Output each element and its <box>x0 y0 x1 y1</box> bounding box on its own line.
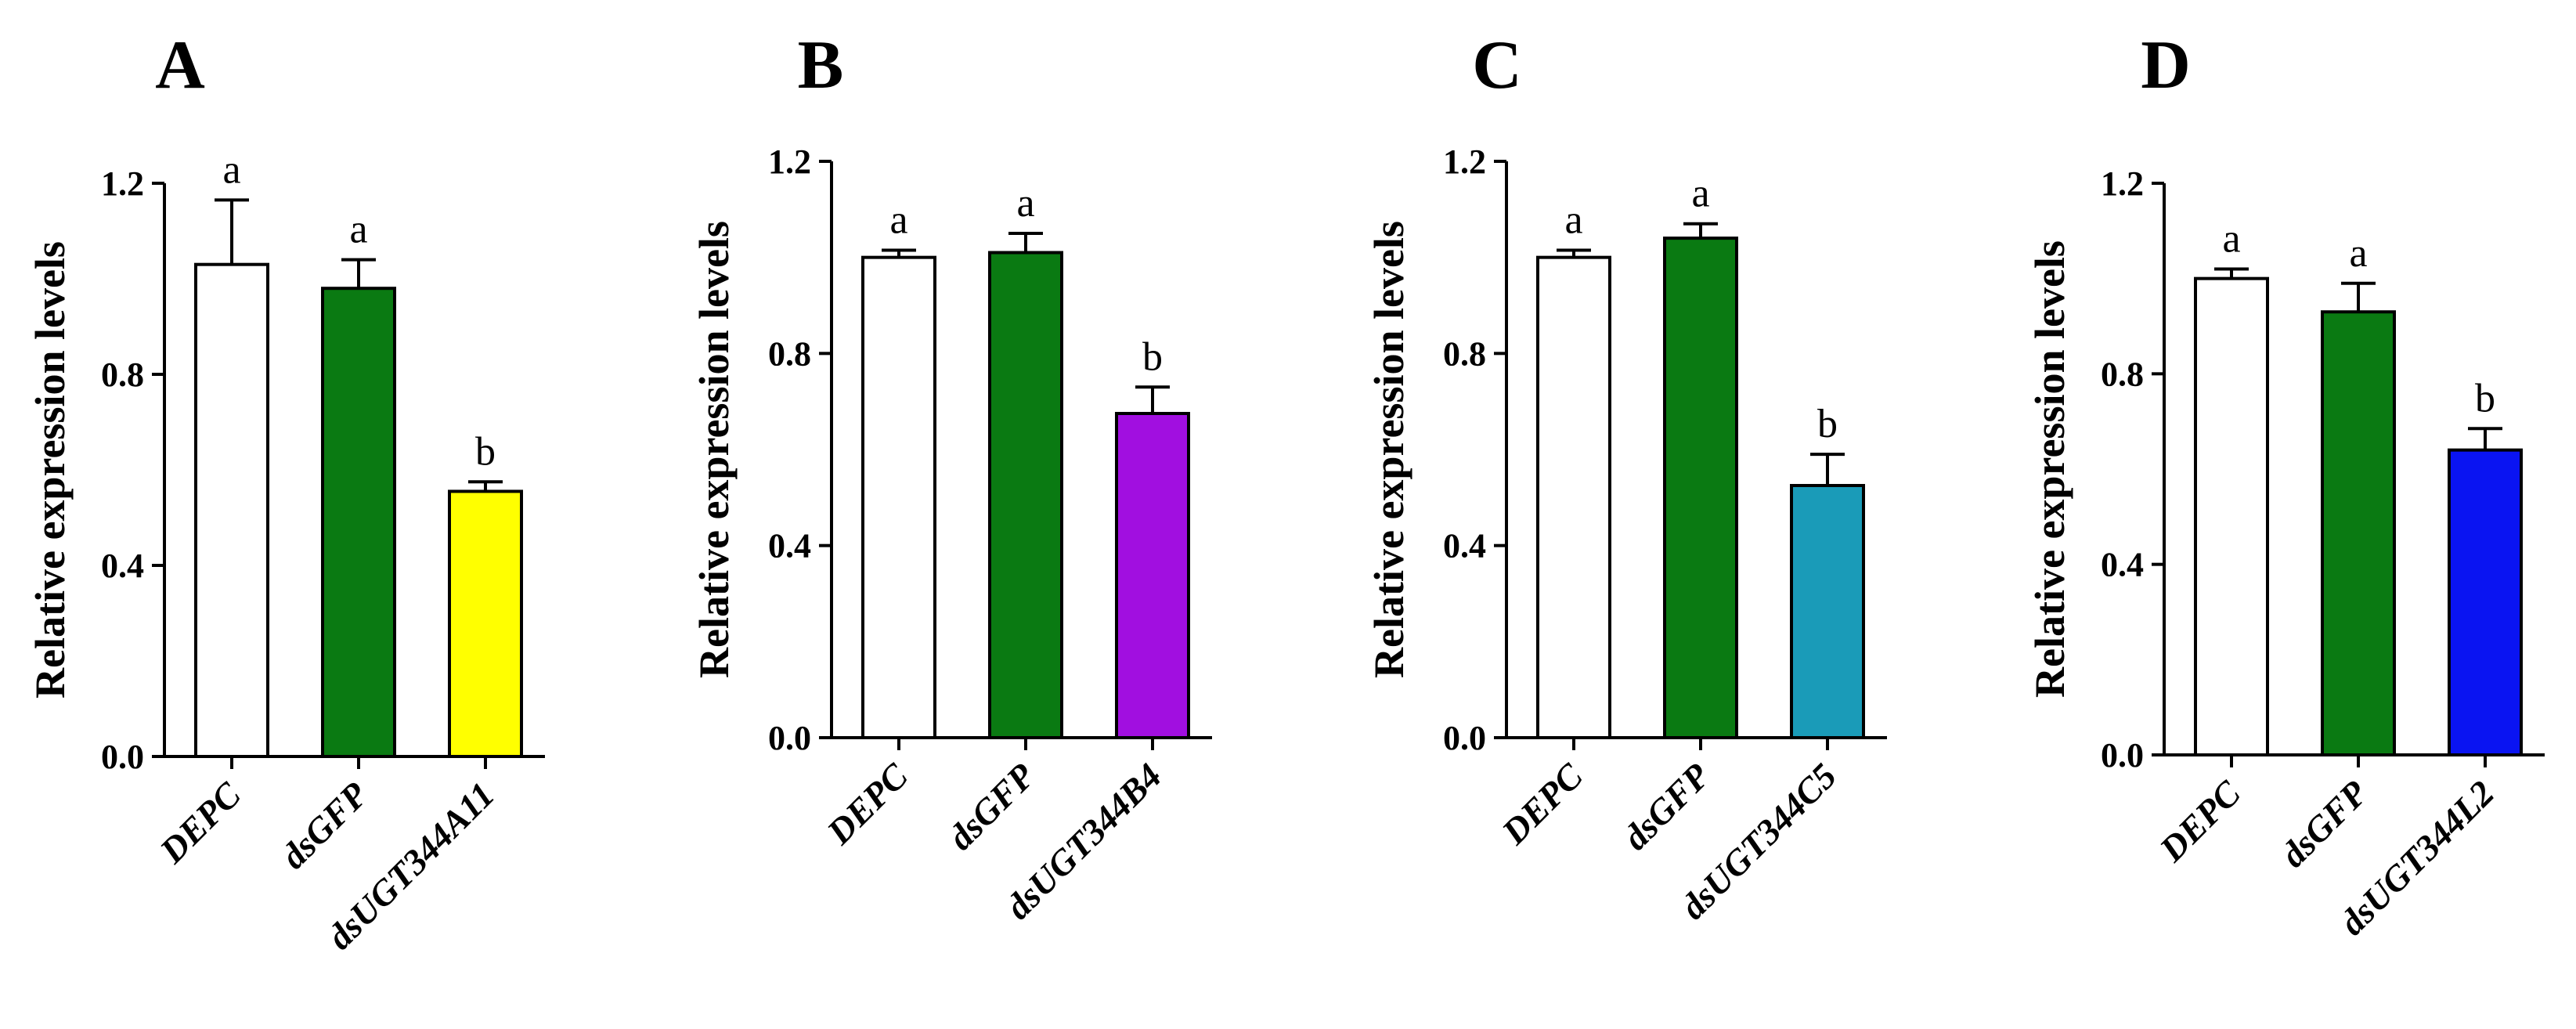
y-tick-label: 0.0 <box>768 719 811 757</box>
significance-letter: b <box>1142 334 1163 379</box>
significance-letter: b <box>2475 376 2495 421</box>
y-axis-label: Relative expression levels <box>691 221 738 678</box>
y-tick-label: 0.4 <box>768 527 811 565</box>
y-tick-label: 0.4 <box>1443 527 1486 565</box>
x-tick-label: DEPC <box>819 755 916 852</box>
significance-letter: a <box>222 147 240 192</box>
significance-letter: a <box>2222 217 2240 262</box>
y-axis-label: Relative expression levels <box>1366 221 1412 678</box>
significance-letter: a <box>1691 172 1709 216</box>
significance-letter: a <box>2349 231 2367 276</box>
y-tick-label: 0.8 <box>2101 355 2144 393</box>
bar-DEPC <box>2194 276 2269 756</box>
x-tick-label: DEPC <box>2152 772 2249 869</box>
significance-letter: a <box>889 197 907 242</box>
y-tick-label: 0.8 <box>768 334 811 373</box>
bar-DEPC <box>194 262 269 758</box>
x-tick-label: dsGFP <box>940 755 1043 858</box>
x-tick-label: dsGFP <box>2273 772 2376 875</box>
bar-dsGFP <box>2321 310 2396 756</box>
x-tick-label: dsGFP <box>1615 755 1718 858</box>
panel-label: B <box>798 27 844 103</box>
y-tick-label: 1.2 <box>101 164 144 203</box>
bar-DEPC <box>861 255 936 739</box>
panel-label: A <box>155 27 205 103</box>
significance-letter: b <box>1817 402 1838 446</box>
bar-dsGFP <box>1663 236 1738 739</box>
significance-letter: b <box>475 429 496 474</box>
y-axis-label: Relative expression levels <box>27 241 74 699</box>
significance-letter: a <box>1016 181 1034 226</box>
panel-label: D <box>2141 27 2191 103</box>
bar-DEPC <box>1536 255 1611 739</box>
bar-dsGFP <box>321 287 396 758</box>
y-tick-label: 0.4 <box>101 547 144 585</box>
bar-dsUGT344C5 <box>1790 484 1865 739</box>
x-tick-label: DEPC <box>152 774 249 871</box>
y-tick-label: 1.2 <box>768 143 811 181</box>
x-tick-label: DEPC <box>1494 755 1591 852</box>
y-tick-label: 0.8 <box>101 356 144 394</box>
y-tick-label: 1.2 <box>2101 164 2144 203</box>
significance-letter: a <box>1564 197 1582 242</box>
y-tick-label: 0.0 <box>1443 719 1486 757</box>
y-tick-label: 1.2 <box>1443 143 1486 181</box>
bar-dsUGT344B4 <box>1115 412 1190 739</box>
y-tick-label: 0.0 <box>2101 736 2144 774</box>
panel-label: C <box>1472 27 1522 103</box>
significance-letter: a <box>349 208 367 252</box>
y-tick-label: 0.8 <box>1443 334 1486 373</box>
x-tick-label: dsGFP <box>273 774 376 876</box>
bar-dsGFP <box>988 251 1063 739</box>
y-tick-label: 0.4 <box>2101 546 2144 584</box>
bar-dsUGT344L2 <box>2448 448 2523 757</box>
y-tick-label: 0.0 <box>101 738 144 776</box>
bar-dsUGT344A11 <box>448 489 523 758</box>
y-axis-label: Relative expression levels <box>2026 240 2073 698</box>
